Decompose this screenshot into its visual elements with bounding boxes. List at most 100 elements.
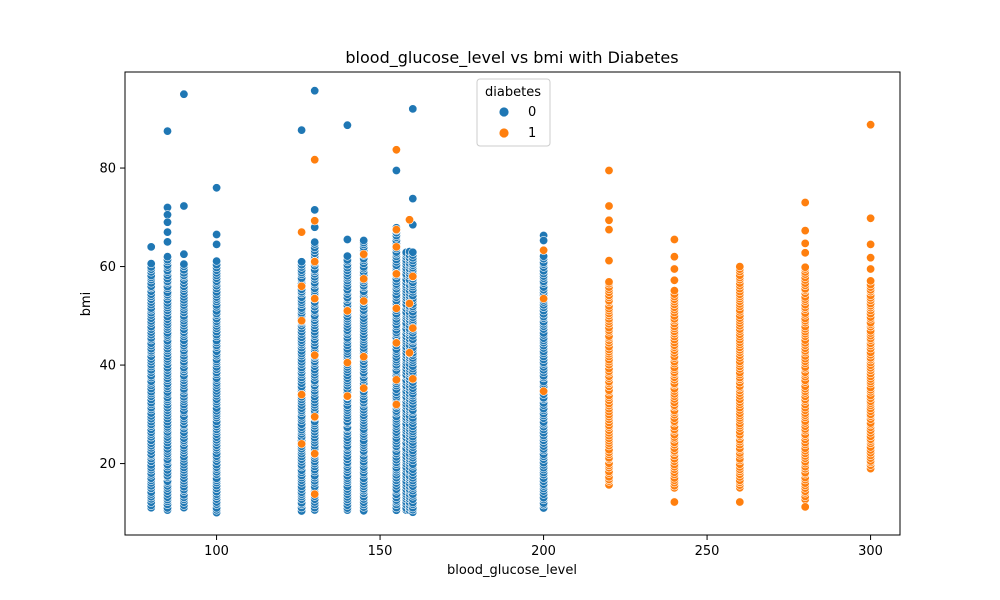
data-point-diabetes-1 — [604, 277, 614, 287]
data-point-diabetes-0 — [146, 242, 156, 252]
points-layer — [146, 86, 876, 518]
data-point-diabetes-0 — [212, 183, 222, 193]
y-tick-label: 80 — [99, 162, 116, 177]
data-point-diabetes-1 — [800, 502, 810, 512]
data-point-diabetes-0 — [212, 230, 222, 240]
data-point-diabetes-1 — [391, 269, 401, 279]
data-point-diabetes-1 — [310, 294, 320, 304]
data-point-diabetes-1 — [310, 449, 320, 459]
legend-label-0: 0 — [528, 105, 536, 120]
data-point-diabetes-0 — [297, 257, 307, 267]
data-point-diabetes-1 — [310, 412, 320, 422]
data-point-diabetes-1 — [297, 316, 307, 326]
x-axis: 100 150 200 250 300 — [204, 535, 883, 559]
y-tick-label: 20 — [99, 457, 116, 472]
data-point-diabetes-0 — [310, 237, 320, 247]
data-point-diabetes-1 — [669, 275, 679, 285]
data-point-diabetes-1 — [735, 497, 745, 507]
data-point-diabetes-0 — [539, 236, 549, 246]
data-point-diabetes-1 — [539, 294, 549, 304]
data-point-diabetes-1 — [866, 253, 876, 263]
data-point-diabetes-1 — [408, 374, 418, 384]
data-point-diabetes-1 — [669, 286, 679, 296]
data-point-diabetes-1 — [866, 264, 876, 274]
data-point-diabetes-1 — [342, 391, 352, 401]
data-point-diabetes-0 — [179, 89, 189, 99]
data-point-diabetes-1 — [391, 399, 401, 409]
data-point-diabetes-0 — [391, 166, 401, 176]
data-point-diabetes-0 — [408, 194, 418, 204]
data-point-diabetes-1 — [866, 239, 876, 249]
data-point-diabetes-1 — [866, 120, 876, 130]
plot-area-frame — [124, 71, 901, 536]
y-tick-label: 40 — [99, 359, 116, 374]
y-tick-label: 60 — [99, 260, 116, 275]
data-point-diabetes-0 — [179, 249, 189, 259]
data-point-diabetes-1 — [359, 296, 369, 306]
data-point-diabetes-0 — [146, 259, 156, 269]
legend-box — [476, 78, 551, 147]
data-point-diabetes-1 — [669, 264, 679, 274]
x-tick-label: 200 — [531, 544, 556, 559]
data-point-diabetes-1 — [310, 216, 320, 226]
data-point-diabetes-1 — [391, 145, 401, 155]
data-point-diabetes-1 — [669, 497, 679, 507]
data-point-diabetes-1 — [604, 166, 614, 176]
data-point-diabetes-0 — [297, 125, 307, 135]
data-point-diabetes-1 — [800, 226, 810, 236]
data-point-diabetes-0 — [342, 235, 352, 245]
data-point-diabetes-1 — [800, 198, 810, 208]
data-point-diabetes-1 — [342, 306, 352, 316]
data-point-diabetes-0 — [408, 104, 418, 114]
data-point-diabetes-0 — [163, 227, 173, 237]
data-point-diabetes-1 — [297, 281, 307, 291]
data-point-diabetes-1 — [866, 276, 876, 286]
data-point-diabetes-1 — [310, 489, 320, 499]
data-point-diabetes-1 — [359, 352, 369, 362]
data-point-diabetes-0 — [342, 120, 352, 130]
data-point-diabetes-1 — [735, 262, 745, 272]
data-point-diabetes-1 — [604, 201, 614, 211]
data-point-diabetes-1 — [359, 383, 369, 393]
data-point-diabetes-1 — [604, 256, 614, 266]
data-point-diabetes-1 — [800, 248, 810, 258]
data-point-diabetes-0 — [179, 201, 189, 211]
data-point-diabetes-0 — [310, 86, 320, 96]
data-point-diabetes-1 — [669, 252, 679, 262]
data-point-diabetes-1 — [310, 257, 320, 267]
data-point-diabetes-1 — [404, 348, 414, 358]
data-point-diabetes-0 — [163, 126, 173, 136]
data-point-diabetes-0 — [342, 251, 352, 261]
data-point-diabetes-1 — [604, 215, 614, 225]
data-point-diabetes-1 — [310, 350, 320, 360]
data-point-diabetes-1 — [297, 439, 307, 449]
data-point-diabetes-0 — [163, 237, 173, 247]
x-tick-label: 300 — [858, 544, 883, 559]
data-point-diabetes-1 — [669, 235, 679, 245]
data-point-diabetes-1 — [342, 358, 352, 368]
x-axis-label: blood_glucose_level — [447, 563, 577, 578]
y-axis-label: bmi — [79, 292, 94, 317]
data-point-diabetes-1 — [391, 242, 401, 252]
legend: diabetes 0 1 — [476, 78, 551, 147]
data-point-diabetes-1 — [359, 249, 369, 259]
legend-marker-1 — [498, 127, 510, 139]
data-point-diabetes-1 — [391, 375, 401, 385]
data-point-diabetes-1 — [297, 390, 307, 400]
data-point-diabetes-0 — [179, 259, 189, 269]
legend-marker-0 — [498, 106, 510, 118]
data-point-diabetes-1 — [404, 215, 414, 225]
data-point-diabetes-1 — [310, 155, 320, 165]
data-point-diabetes-1 — [391, 303, 401, 313]
data-point-diabetes-0 — [310, 205, 320, 215]
data-point-diabetes-1 — [539, 245, 549, 255]
data-point-diabetes-0 — [408, 247, 418, 257]
data-point-diabetes-0 — [359, 236, 369, 246]
x-tick-label: 250 — [695, 544, 720, 559]
x-tick-label: 100 — [204, 544, 229, 559]
x-tick-label: 150 — [368, 544, 393, 559]
data-point-diabetes-0 — [163, 217, 173, 227]
data-point-diabetes-1 — [408, 323, 418, 333]
data-point-diabetes-1 — [800, 262, 810, 272]
chart-title: blood_glucose_level vs bmi with Diabetes — [345, 48, 678, 68]
